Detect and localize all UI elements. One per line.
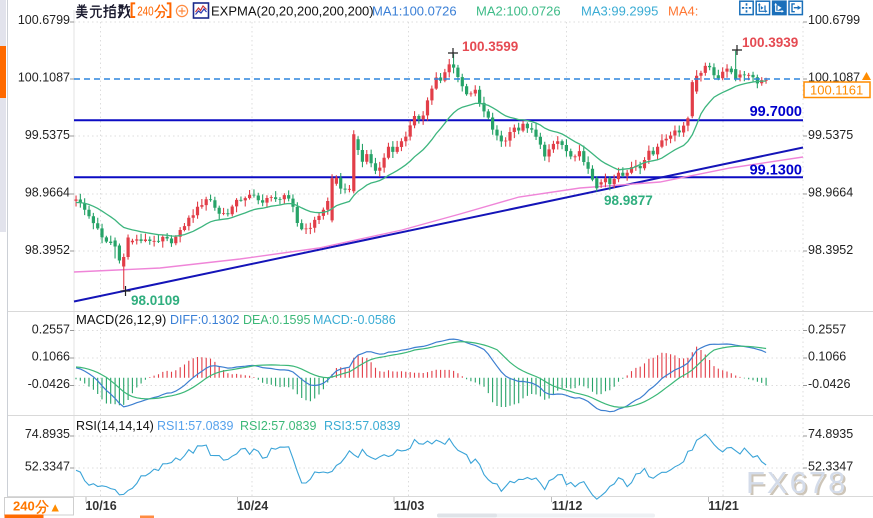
svg-text:98.9664: 98.9664 [25,186,70,200]
svg-text:FX678: FX678 [748,467,849,502]
svg-text:MACD(26,12,9): MACD(26,12,9) [76,312,166,327]
svg-text:▲: ▲ [49,501,61,515]
svg-text:FX678: FX678 [746,465,847,500]
svg-text:100.6799: 100.6799 [808,13,860,27]
svg-text:11/12: 11/12 [552,499,583,513]
svg-text:52.3347: 52.3347 [25,460,70,474]
svg-text:0.2557: 0.2557 [32,323,70,337]
svg-text:RSI(14,14,14): RSI(14,14,14) [76,419,154,433]
svg-text:MA4:: MA4: [668,4,698,19]
svg-text:100.1087: 100.1087 [18,71,70,85]
svg-text:98.3952: 98.3952 [808,243,853,257]
svg-text:98.9877: 98.9877 [604,193,653,208]
svg-text:100.6799: 100.6799 [18,13,70,27]
svg-text:52.3347: 52.3347 [808,460,853,474]
svg-text:MA1:100.0726: MA1:100.0726 [372,4,457,19]
svg-text:98.0109: 98.0109 [131,293,180,308]
svg-text:RSI3:57.0839: RSI3:57.0839 [324,419,400,433]
svg-text:240: 240 [137,4,154,19]
svg-text:0.2557: 0.2557 [808,323,846,337]
svg-text:-0.0426: -0.0426 [808,377,850,391]
svg-text:DEA:0.1595: DEA:0.1595 [243,313,310,327]
svg-text:10/16: 10/16 [85,499,116,513]
svg-text:99.5375: 99.5375 [808,128,853,142]
svg-text:10/24: 10/24 [237,499,268,513]
svg-text:100.3599: 100.3599 [462,39,518,54]
svg-text:98.3952: 98.3952 [25,243,70,257]
svg-text:99.5375: 99.5375 [25,128,70,142]
svg-text:MACD:-0.0586: MACD:-0.0586 [313,313,396,327]
svg-text:100.1161: 100.1161 [810,83,863,98]
svg-text:DIFF:0.1302: DIFF:0.1302 [170,313,240,327]
svg-text:RSI1:57.0839: RSI1:57.0839 [157,419,233,433]
svg-text:100.1087: 100.1087 [808,71,860,85]
svg-text:11/21: 11/21 [708,499,739,513]
svg-text:EXPMA(20,20,200,200,200): EXPMA(20,20,200,200,200) [211,4,374,19]
svg-text:0.1066: 0.1066 [808,350,846,364]
svg-text:0.1066: 0.1066 [32,350,70,364]
svg-text:240: 240 [13,499,35,514]
svg-text:100.3939: 100.3939 [742,35,798,50]
svg-text:99.7000: 99.7000 [750,104,802,120]
svg-text:RSI2:57.0839: RSI2:57.0839 [240,419,316,433]
svg-text:MA3:99.2995: MA3:99.2995 [581,4,658,19]
svg-text:MA2:100.0726: MA2:100.0726 [476,4,561,19]
svg-text:11/03: 11/03 [394,499,425,513]
svg-text:-0.0426: -0.0426 [28,377,70,391]
svg-text:98.9664: 98.9664 [808,186,853,200]
svg-text:74.8935: 74.8935 [808,427,853,441]
svg-text:99.1300: 99.1300 [750,163,802,179]
svg-text:74.8935: 74.8935 [25,427,70,441]
